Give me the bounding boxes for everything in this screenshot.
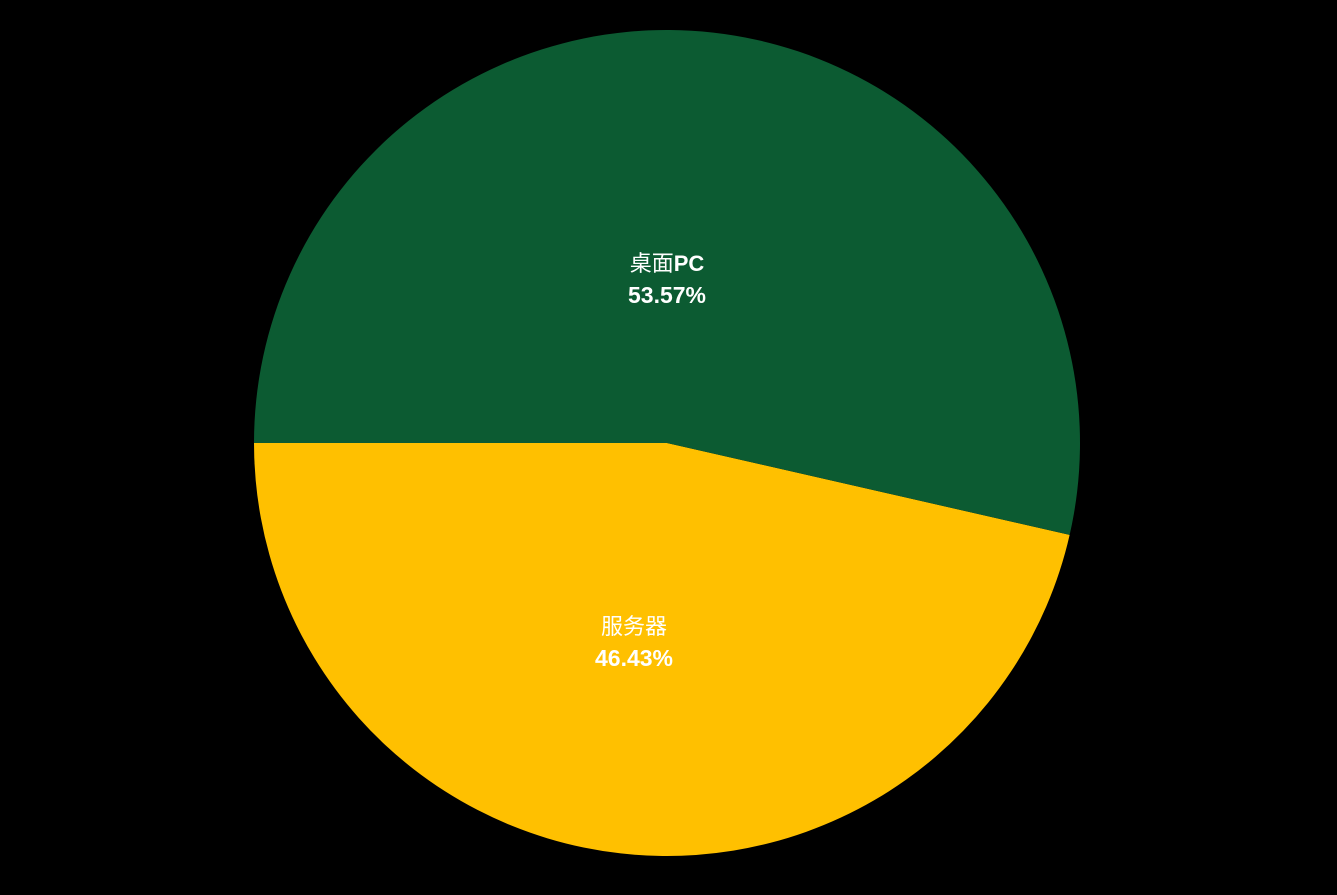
svg-text:桌面PC: 桌面PC: [630, 251, 705, 276]
svg-text:46.43%: 46.43%: [595, 645, 673, 671]
svg-text:53.57%: 53.57%: [628, 282, 706, 308]
svg-text:服务器: 服务器: [601, 614, 667, 639]
